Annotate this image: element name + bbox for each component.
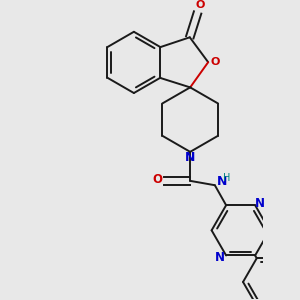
Text: O: O [195,0,205,10]
Text: O: O [211,57,220,67]
Text: N: N [185,151,195,164]
Text: O: O [153,173,163,186]
Text: H: H [224,173,231,183]
Text: N: N [217,176,227,188]
Text: N: N [215,250,225,264]
Text: N: N [255,197,265,210]
